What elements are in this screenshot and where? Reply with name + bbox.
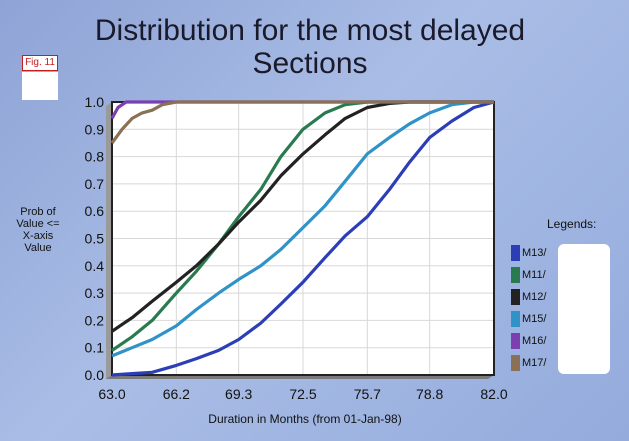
legend-label: M11/ <box>522 269 546 281</box>
legend-label: M16/ <box>522 335 547 347</box>
legend-label: M17/ <box>522 357 547 369</box>
series-line-m17 <box>110 100 494 144</box>
y-tick-label-6: 0.6 <box>85 203 105 219</box>
y-tick-label-8: 0.8 <box>85 149 105 165</box>
legend-swatch <box>511 333 520 349</box>
legend-item-m16: M16/ <box>511 330 611 352</box>
legend-swatch <box>511 355 520 371</box>
x-tick-label-6: 82.0 <box>480 386 507 402</box>
legend-swatch <box>511 267 520 283</box>
y-tick-label-2: 0.2 <box>85 312 105 328</box>
legend-redaction <box>558 244 610 374</box>
series-line-m13 <box>111 100 495 377</box>
legend-label: M13/ <box>522 247 547 259</box>
chart-title: Distribution for the most delayed Sectio… <box>94 14 526 80</box>
y-tick-label-10: 1.0 <box>85 94 105 110</box>
legend-item-m13: M13/ <box>511 242 611 264</box>
legend-label: M15/ <box>522 313 547 325</box>
figure-label: Fig. 11 <box>22 55 58 71</box>
x-tick-label-0: 63.0 <box>98 386 125 402</box>
x-tick-label-1: 66.2 <box>163 386 190 402</box>
legend-swatch <box>511 245 520 261</box>
y-tick-label-4: 0.4 <box>85 258 105 274</box>
legend-label: M12/ <box>522 291 547 303</box>
y-axis-label: Prob of Value <= X-axis Value <box>16 206 60 254</box>
y-tick-label-1: 0.1 <box>85 340 105 356</box>
series-line-m15 <box>111 100 494 358</box>
x-tick-label-3: 72.5 <box>289 386 316 402</box>
x-axis-label: Duration in Months (from 01-Jan-98) <box>208 412 402 426</box>
x-tick-label-5: 78.8 <box>416 386 443 402</box>
y-tick-label-9: 0.9 <box>85 121 105 137</box>
series-line-m12 <box>111 100 494 333</box>
y-tick-label-3: 0.3 <box>85 285 105 301</box>
y-tick-label-5: 0.5 <box>85 231 105 247</box>
x-tick-label-4: 75.7 <box>354 386 381 402</box>
legend-item-m12: M12/ <box>511 286 611 308</box>
legend-item-m17: M17/ <box>511 352 611 374</box>
legend-item-m15: M15/ <box>511 308 611 330</box>
legend-item-m11: M11/ <box>511 264 611 286</box>
x-tick-label-2: 69.3 <box>225 386 252 402</box>
legend-swatch <box>511 289 520 305</box>
y-tick-label-7: 0.7 <box>85 176 105 192</box>
legend-swatch <box>511 311 520 327</box>
series-line-m11 <box>111 100 494 352</box>
legend: M13/M11/M12/M15/M16/M17/ <box>511 242 611 374</box>
figure-blank-box <box>22 72 58 100</box>
legend-title: Legends: <box>547 217 597 231</box>
y-tick-label-0: 0.0 <box>85 367 105 383</box>
plot-side-wall <box>106 102 112 379</box>
